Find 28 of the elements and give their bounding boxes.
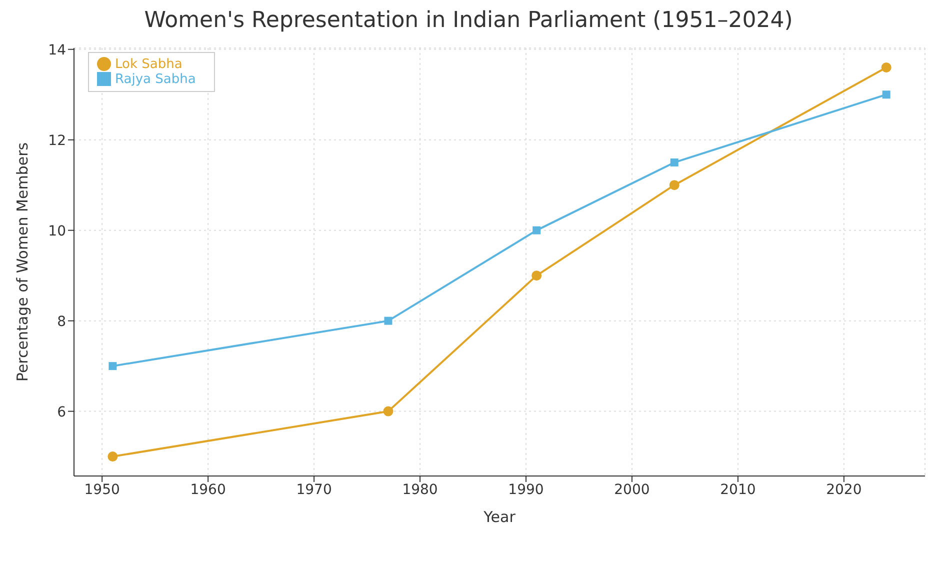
y-tick-label: 12 (48, 132, 66, 149)
x-tick-label: 2010 (720, 482, 756, 498)
point (882, 90, 890, 99)
y-tick-label: 14 (48, 42, 66, 58)
x-tick-label: 1960 (190, 482, 226, 498)
x-axis-title: Year (482, 508, 516, 526)
point (532, 270, 542, 281)
x-tick-label: 1950 (84, 482, 120, 498)
y-axis-title: Percentage of Women Members (13, 142, 32, 382)
x-tick-label: 2000 (614, 482, 650, 498)
point (108, 362, 117, 370)
y-tick-label: 6 (57, 404, 66, 420)
chart-title: Women's Representation in Indian Parliament (1951–2024) (143, 8, 794, 35)
x-tick-label: 1970 (296, 482, 332, 498)
x-tick-label: 2020 (826, 482, 862, 498)
point (532, 226, 541, 234)
point (670, 158, 678, 166)
point (881, 62, 892, 72)
legend-label: Rajya Sabha (115, 72, 196, 87)
point (384, 316, 392, 325)
point (669, 180, 680, 190)
y-tick-label: 10 (48, 223, 66, 240)
y-tick-label: 8 (57, 314, 66, 330)
point (108, 452, 118, 462)
x-tick-label: 1980 (402, 482, 438, 498)
x-tick-label: 1990 (508, 482, 544, 498)
legend-label: Lok Sabha (115, 57, 182, 72)
point (383, 406, 394, 416)
